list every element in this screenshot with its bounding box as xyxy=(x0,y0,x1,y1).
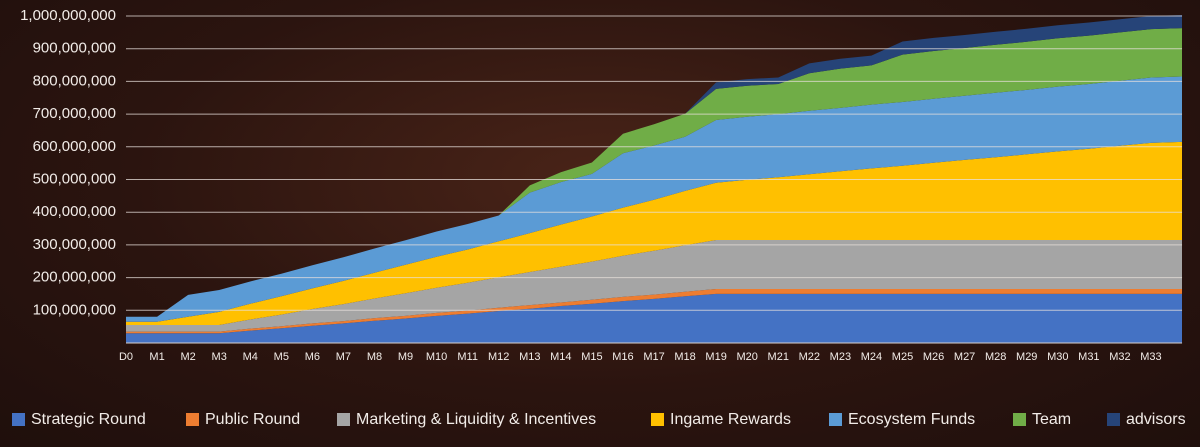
x-tick-label: M25 xyxy=(892,351,913,363)
y-tick-label: 500,000,000 xyxy=(33,170,116,187)
legend-swatch xyxy=(651,413,664,426)
legend-label: Marketing & Liquidity & Incentives xyxy=(356,411,596,428)
x-tick-label: M18 xyxy=(674,351,695,363)
x-tick-label: M8 xyxy=(367,351,382,363)
legend-swatch xyxy=(1107,413,1120,426)
legend-swatch xyxy=(12,413,25,426)
x-tick-label: M19 xyxy=(705,351,726,363)
x-tick-label: M29 xyxy=(1016,351,1037,363)
x-tick-label: M23 xyxy=(830,351,851,363)
x-tick-label: M20 xyxy=(736,351,757,363)
x-tick-label: M30 xyxy=(1047,351,1068,363)
legend-label: Public Round xyxy=(205,411,300,428)
x-tick-label: M26 xyxy=(923,351,944,363)
x-tick-label: M14 xyxy=(550,351,571,363)
legend-label: Ingame Rewards xyxy=(670,411,791,428)
x-tick-label: M32 xyxy=(1109,351,1130,363)
legend-swatch xyxy=(1013,413,1026,426)
area xyxy=(126,28,1182,317)
x-tick-label: M11 xyxy=(457,351,478,363)
x-tick-label: M24 xyxy=(861,351,882,363)
x-tick-label: M3 xyxy=(212,351,227,363)
y-tick-label: 600,000,000 xyxy=(33,138,116,155)
legend-swatch xyxy=(829,413,842,426)
x-tick-label: M12 xyxy=(488,351,509,363)
legend-label: Team xyxy=(1032,411,1071,428)
x-tick-label: M7 xyxy=(336,351,351,363)
y-tick-label: 700,000,000 xyxy=(33,105,116,122)
area xyxy=(126,240,1182,332)
area xyxy=(126,289,1182,334)
y-tick-label: 900,000,000 xyxy=(33,40,116,57)
y-tick-label: 100,000,000 xyxy=(33,301,116,318)
x-tick-label: M21 xyxy=(768,351,789,363)
legend-swatch xyxy=(337,413,350,426)
x-tick-label: M13 xyxy=(519,351,540,363)
y-tick-label: 400,000,000 xyxy=(33,203,116,220)
x-tick-label: M16 xyxy=(612,351,633,363)
x-tick-label: M2 xyxy=(180,351,195,363)
area xyxy=(126,76,1182,322)
x-tick-label: M22 xyxy=(799,351,820,363)
legend-label: Strategic Round xyxy=(31,411,146,428)
x-tick-label: M9 xyxy=(398,351,413,363)
x-tick-label: M33 xyxy=(1140,351,1161,363)
legend-label: advisors xyxy=(1126,411,1186,428)
x-tick-label: M5 xyxy=(274,351,289,363)
y-tick-label: 200,000,000 xyxy=(33,269,116,286)
x-tick-label: M6 xyxy=(305,351,320,363)
legend-swatch xyxy=(186,413,199,426)
y-tick-label: 1,000,000,000 xyxy=(20,7,116,24)
area xyxy=(126,293,1182,343)
x-tick-label: M4 xyxy=(243,351,258,363)
y-tick-label: 800,000,000 xyxy=(33,72,116,89)
x-tick-label: M17 xyxy=(643,351,664,363)
x-tick-label: M31 xyxy=(1078,351,1099,363)
y-tick-label: 300,000,000 xyxy=(33,236,116,253)
area xyxy=(126,141,1182,325)
x-tick-label: M1 xyxy=(149,351,164,363)
x-tick-label: M28 xyxy=(985,351,1006,363)
x-tick-label: D0 xyxy=(119,351,133,363)
x-tick-label: M15 xyxy=(581,351,602,363)
x-tick-label: M27 xyxy=(954,351,975,363)
x-tick-label: M10 xyxy=(426,351,447,363)
legend-label: Ecosystem Funds xyxy=(848,411,975,428)
